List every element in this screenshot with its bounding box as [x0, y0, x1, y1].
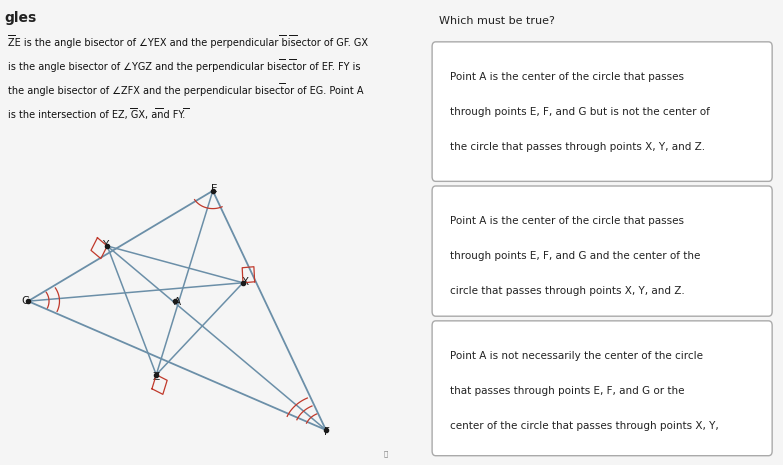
Text: A: A [173, 297, 181, 307]
FancyBboxPatch shape [432, 186, 772, 316]
Text: is the angle bisector of ∠YGZ and the perpendicular bisector of EF. FY is: is the angle bisector of ∠YGZ and the pe… [9, 62, 361, 72]
Text: Which must be true?: Which must be true? [439, 16, 555, 27]
Text: X: X [241, 277, 248, 287]
Text: that passes through points E, F, and G or the: that passes through points E, F, and G o… [450, 386, 684, 396]
Text: Point A is the center of the circle that passes: Point A is the center of the circle that… [450, 216, 684, 226]
Text: Z: Z [153, 372, 160, 382]
Text: is the intersection of EZ, GX, and FY.: is the intersection of EZ, GX, and FY. [9, 110, 186, 120]
Text: E: E [211, 184, 217, 194]
Text: Point A is not necessarily the center of the circle: Point A is not necessarily the center of… [450, 351, 703, 361]
FancyBboxPatch shape [432, 42, 772, 181]
Text: Point A is the center of the circle that passes: Point A is the center of the circle that… [450, 72, 684, 82]
Text: gles: gles [4, 11, 36, 25]
FancyBboxPatch shape [432, 321, 772, 456]
Text: ⬜: ⬜ [383, 451, 388, 458]
Text: center of the circle that passes through points X, Y,: center of the circle that passes through… [450, 421, 719, 431]
Text: F: F [324, 426, 330, 437]
Text: the angle bisector of ∠ZFX and the perpendicular bisector of EG. Point A: the angle bisector of ∠ZFX and the perpe… [9, 86, 364, 96]
Text: through points E, F, and G and the center of the: through points E, F, and G and the cente… [450, 251, 701, 261]
Text: through points E, F, and G but is not the center of: through points E, F, and G but is not th… [450, 107, 710, 117]
Text: circle that passes through points X, Y, and Z.: circle that passes through points X, Y, … [450, 286, 685, 296]
Text: G: G [22, 296, 30, 306]
Text: Y: Y [102, 240, 108, 250]
Text: ZE is the angle bisector of ∠YEX and the perpendicular bisector of GF. GX: ZE is the angle bisector of ∠YEX and the… [9, 38, 368, 48]
Text: the circle that passes through points X, Y, and Z.: the circle that passes through points X,… [450, 142, 705, 152]
